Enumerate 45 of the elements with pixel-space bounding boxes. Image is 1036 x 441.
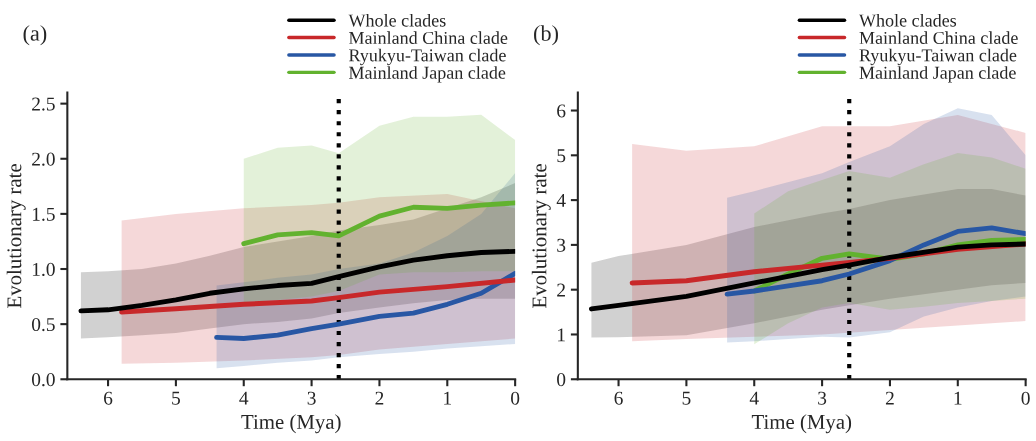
line-series xyxy=(119,277,516,315)
y-tick-label: 1.5 xyxy=(32,207,55,221)
line-series xyxy=(214,270,516,341)
y-axis-title: Evolutionary rate xyxy=(531,164,551,308)
x-axis-title: Time (Mya) xyxy=(241,414,341,434)
x-tick-label: 5 xyxy=(172,391,180,405)
x-tick-label: 4 xyxy=(749,391,759,405)
legend-label: Ryukyu-Taiwan clade xyxy=(859,48,1017,66)
chart-title: (b) xyxy=(534,25,558,46)
x-tick-label: 6 xyxy=(104,391,113,405)
x-tick-label: 5 xyxy=(682,391,691,405)
x-tick-label: 2 xyxy=(885,391,894,405)
legend-label: Mainland Japan clade xyxy=(859,66,1016,83)
x-tick-label: 0 xyxy=(511,391,520,405)
x-axis-title: Time (Mya) xyxy=(751,414,852,434)
x-tick-label: 2 xyxy=(375,391,384,405)
y-tick-label: 6 xyxy=(557,104,566,118)
x-tick-label: 3 xyxy=(307,391,316,405)
legend-label: Mainland China clade xyxy=(348,31,508,45)
y-tick-label: 3 xyxy=(557,238,566,252)
y-tick-label: 1.0 xyxy=(32,262,55,277)
legend-label: Ryukyu-Taiwan clade xyxy=(348,48,506,66)
x-tick-label: 3 xyxy=(818,391,827,405)
legend-label: Whole clades xyxy=(348,13,446,27)
legend-label: Whole clades xyxy=(858,13,957,27)
x-tick-label: 0 xyxy=(1021,391,1030,405)
chart-title: (a) xyxy=(23,25,47,46)
y-tick-label: 4 xyxy=(556,194,566,207)
y-tick-label: 2.0 xyxy=(32,152,55,166)
x-tick-label: 4 xyxy=(239,391,249,405)
line-series xyxy=(724,225,1026,297)
x-tick-label: 1 xyxy=(954,391,962,405)
x-tick-label: 6 xyxy=(614,391,623,405)
y-tick-label: 0.0 xyxy=(31,373,55,387)
y-tick-label: 5 xyxy=(557,149,566,163)
line-series xyxy=(241,200,516,247)
y-tick-label: 0 xyxy=(557,373,566,387)
legend-label: Mainland Japan clade xyxy=(348,66,506,83)
legend-label: Mainland China clade xyxy=(859,31,1018,45)
y-tick-label: 2 xyxy=(557,283,565,297)
x-tick-label: 1 xyxy=(444,391,451,405)
y-tick-label: 1 xyxy=(558,328,565,342)
y-axis-title: Evolutionary rate xyxy=(6,164,26,308)
y-tick-label: 2.5 xyxy=(32,97,55,111)
y-tick-label: 0.5 xyxy=(31,317,55,332)
